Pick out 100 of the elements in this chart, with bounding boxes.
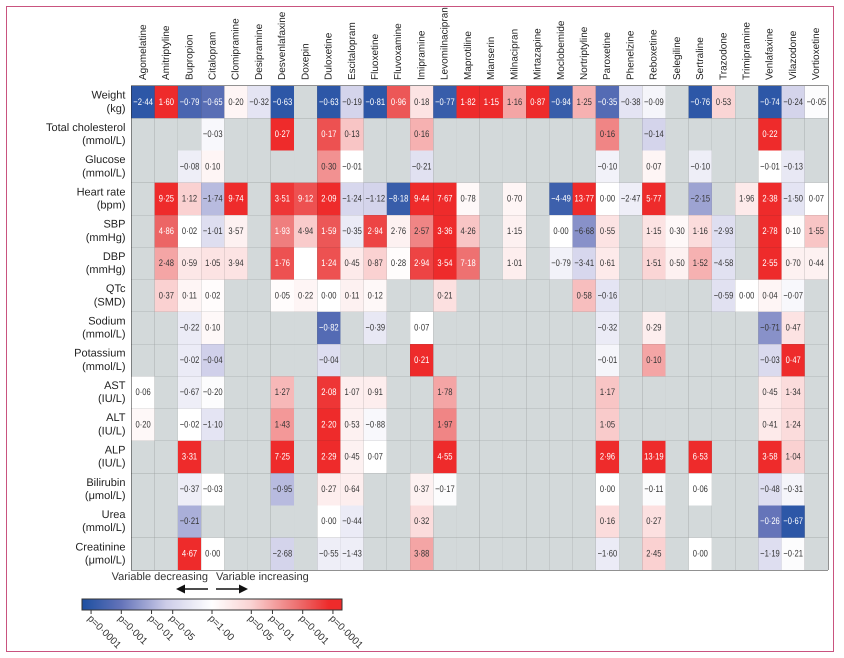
data-label: −0·02 bbox=[180, 418, 200, 430]
data-label: 1·97 bbox=[437, 418, 453, 430]
data-label: 0·53 bbox=[716, 96, 732, 107]
data-label: 0·00 bbox=[321, 515, 337, 526]
data-label: −0·16 bbox=[598, 290, 618, 301]
y-tick-label: SBP (mmHg) bbox=[86, 218, 126, 244]
data-label: 1·59 bbox=[321, 224, 337, 236]
data-label: 2·20 bbox=[321, 418, 337, 430]
x-tick-label: Moclobemide bbox=[556, 20, 567, 80]
data-label: 0·07 bbox=[414, 322, 430, 333]
data-label: 0·45 bbox=[762, 386, 778, 398]
data-label: −0·48 bbox=[760, 483, 780, 494]
data-label: 2·96 bbox=[600, 450, 616, 462]
data-label: 1·15 bbox=[484, 96, 500, 107]
data-label: −0·55 bbox=[319, 548, 339, 559]
data-label: 0·22 bbox=[298, 290, 314, 301]
data-label: −0·32 bbox=[249, 96, 270, 107]
data-label: −0·38 bbox=[620, 96, 641, 107]
data-label: 0·11 bbox=[182, 290, 198, 301]
data-label: 0·10 bbox=[205, 160, 221, 172]
y-tick-label: DBP (mmHg) bbox=[86, 250, 126, 276]
data-label: −0·63 bbox=[272, 96, 292, 107]
data-label: 4·55 bbox=[437, 450, 453, 462]
y-tick-label: ALP (IU/L) bbox=[98, 444, 126, 470]
data-label: 2·09 bbox=[321, 192, 337, 204]
data-label: 0·10 bbox=[646, 354, 662, 366]
data-label: 1·04 bbox=[786, 450, 801, 462]
data-label: −0·63 bbox=[319, 96, 339, 107]
data-label: 7·18 bbox=[460, 257, 476, 268]
data-label: 3·51 bbox=[274, 192, 290, 204]
data-label: 0·07 bbox=[368, 450, 384, 462]
data-label: 7·67 bbox=[437, 192, 453, 204]
data-label: 1·12 bbox=[182, 192, 198, 204]
y-tick-label: ALT (IU/L) bbox=[98, 412, 126, 438]
data-label: 1·15 bbox=[646, 224, 662, 236]
data-label: 1·51 bbox=[646, 257, 662, 268]
data-label: −0·26 bbox=[760, 515, 780, 526]
data-label: 9·25 bbox=[158, 192, 174, 204]
data-label: −0·31 bbox=[783, 483, 804, 494]
data-label: 4·26 bbox=[460, 224, 476, 236]
data-label: 0·53 bbox=[344, 418, 360, 430]
data-label: 0·45 bbox=[344, 257, 360, 268]
data-label: 1·24 bbox=[321, 257, 337, 268]
data-label: 0·07 bbox=[808, 192, 824, 204]
x-tick-label: Levomilnacipran bbox=[440, 7, 451, 80]
x-tick-label: Trimipramine bbox=[741, 22, 752, 80]
x-tick-label: Milnacipran bbox=[509, 28, 520, 80]
data-label: 0·21 bbox=[414, 354, 430, 366]
data-label: 1·76 bbox=[274, 257, 290, 268]
data-label: 0·44 bbox=[808, 257, 824, 268]
data-label: 2·08 bbox=[321, 386, 337, 398]
data-label: 13·77 bbox=[574, 192, 594, 204]
data-label: 9·74 bbox=[228, 192, 244, 204]
data-label: 0·50 bbox=[669, 257, 685, 268]
data-label: 9·44 bbox=[414, 192, 430, 204]
x-tick-label: Trazodone bbox=[718, 32, 730, 80]
y-tick-label: Sodium (mmol/L) bbox=[82, 315, 126, 341]
x-tick-label: Imipramine bbox=[416, 30, 428, 80]
x-tick-label: Reboxetine bbox=[648, 28, 660, 80]
data-label: 1·55 bbox=[808, 224, 824, 236]
data-label: −0·79 bbox=[180, 96, 200, 107]
data-label: −0·71 bbox=[760, 322, 780, 333]
data-label: −0·67 bbox=[783, 515, 804, 526]
data-label: −0·88 bbox=[365, 418, 386, 430]
data-label: 3·58 bbox=[762, 450, 778, 462]
data-label: 13·19 bbox=[644, 450, 664, 462]
data-label: 0·16 bbox=[414, 128, 430, 140]
data-label: 2·55 bbox=[762, 257, 778, 268]
data-label: 1·25 bbox=[576, 96, 592, 107]
data-label: 0·00 bbox=[600, 483, 616, 494]
data-label: −0·24 bbox=[783, 96, 804, 107]
data-label: 9·12 bbox=[298, 192, 314, 204]
data-label: −0·59 bbox=[714, 290, 734, 301]
text: Variable decreasing bbox=[112, 571, 208, 584]
y-tick-label: Heart rate (bpm) bbox=[76, 186, 126, 212]
y-tick-label: Creatinine (μmol/L) bbox=[75, 541, 126, 566]
data-label: −0·04 bbox=[319, 354, 339, 366]
data-label: −8·18 bbox=[388, 192, 408, 204]
data-label: 0·10 bbox=[786, 224, 801, 236]
data-label: −0·79 bbox=[551, 257, 572, 268]
data-label: −0·21 bbox=[783, 548, 804, 559]
data-label: −1·12 bbox=[365, 192, 386, 204]
data-label: 0·28 bbox=[390, 257, 406, 268]
data-label: −0·21 bbox=[412, 160, 432, 172]
x-tick-label: Selegiline bbox=[672, 36, 683, 80]
data-label: 1·07 bbox=[344, 386, 360, 398]
data-label: 3·54 bbox=[437, 257, 453, 268]
data-label: −2·68 bbox=[272, 548, 292, 559]
x-tick-label: Escitalopram bbox=[346, 22, 358, 80]
data-label: 2·29 bbox=[321, 450, 337, 462]
data-label: −0·77 bbox=[435, 96, 455, 107]
data-label: 0·02 bbox=[205, 290, 221, 301]
data-label: 0·17 bbox=[321, 128, 337, 140]
x-tick-label: Desipramine bbox=[254, 23, 265, 80]
data-label: 0·20 bbox=[228, 96, 244, 107]
data-label: 4·86 bbox=[158, 224, 174, 236]
y-tick-label: Glucose (mmol/L) bbox=[82, 154, 126, 180]
data-label: −0·11 bbox=[644, 483, 664, 494]
data-label: −1·74 bbox=[202, 192, 223, 204]
data-label: 0·30 bbox=[669, 224, 685, 236]
